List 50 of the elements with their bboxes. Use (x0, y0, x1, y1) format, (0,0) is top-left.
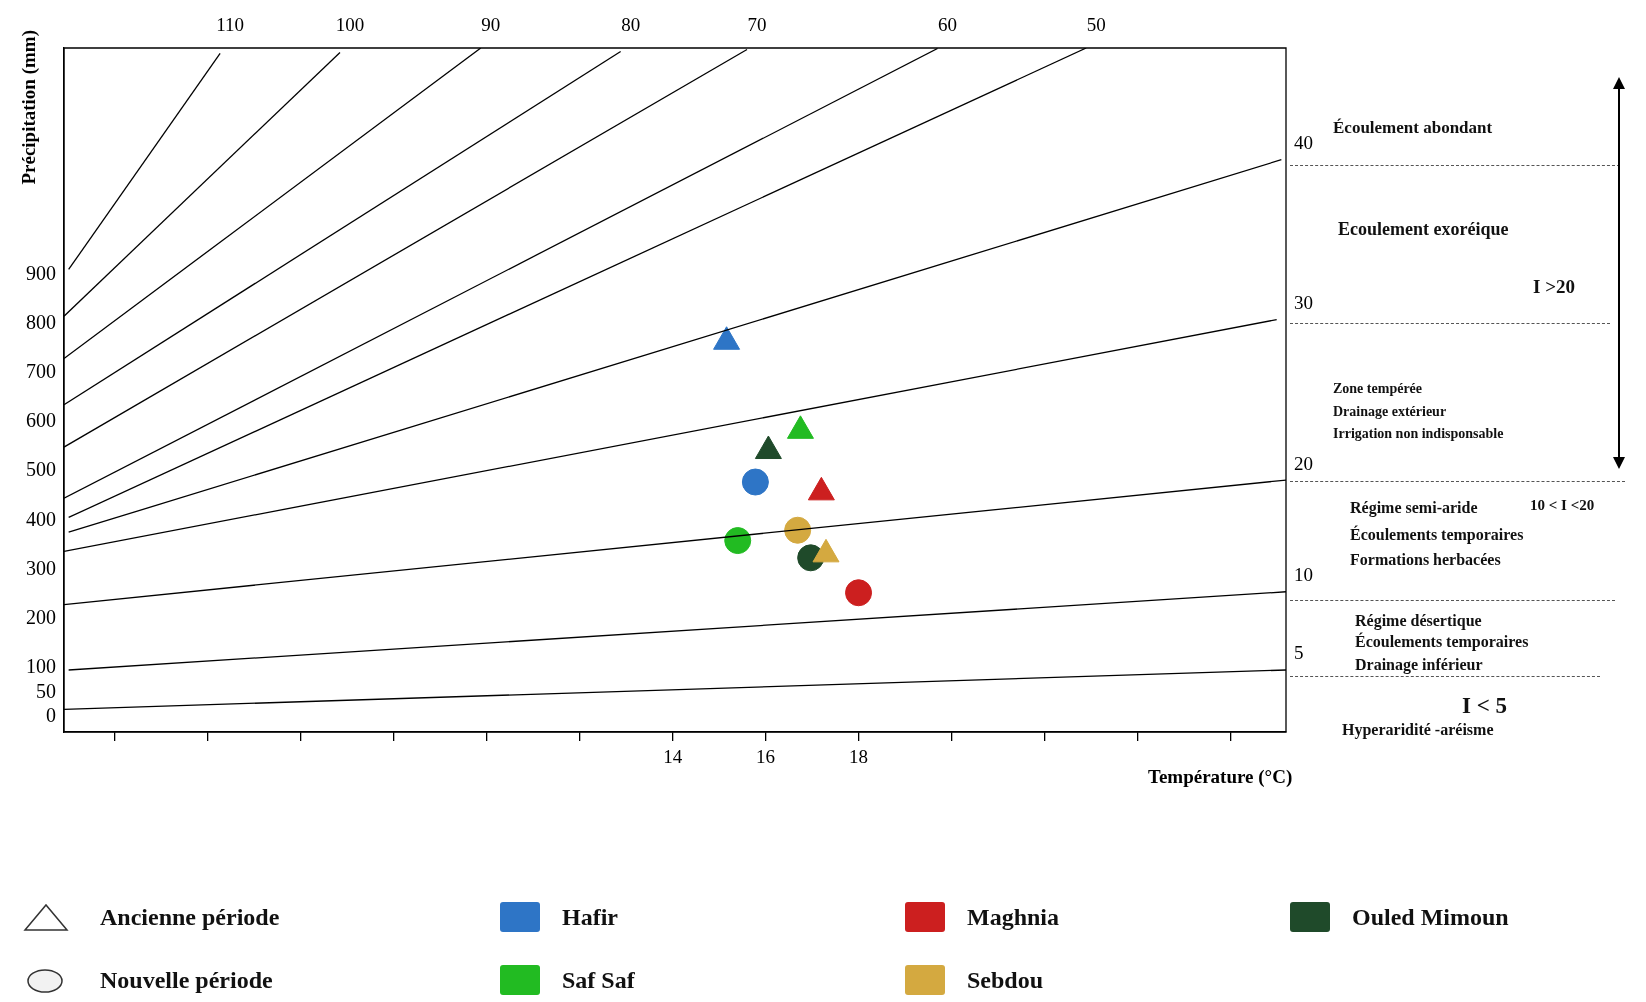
text: Drainage inférieur (1355, 656, 1483, 674)
text: Zone tempérée (1333, 381, 1423, 397)
text: Écoulements temporaires (1355, 633, 1529, 651)
text: 10 < I <20 (1530, 496, 1595, 514)
y-tick-label: 700 (26, 360, 56, 383)
series-label: 20 (1294, 452, 1313, 474)
series-label: 30 (1294, 292, 1313, 314)
y-tick-label: 0 (46, 704, 56, 727)
text: Hyperaridité -aréisme (1342, 721, 1494, 739)
series-label: 90 (481, 14, 501, 36)
y-tick-label: 400 (26, 507, 56, 530)
series-label: 70 (747, 14, 767, 36)
text: I < 5 (1462, 693, 1508, 719)
text: Régime désertique (1355, 612, 1482, 630)
text: Ecoulement exoréique (1338, 218, 1509, 240)
series-label: 110 (216, 14, 245, 36)
y-axis-title: Précipitation (mm) (18, 30, 40, 185)
y-tick-label: 800 (26, 310, 56, 333)
legend-label: Ouled Mimoun (1352, 903, 1509, 931)
series-label: 100 (335, 14, 365, 36)
text: Formations herbacées (1350, 551, 1501, 569)
text: Écoulements temporaires (1350, 526, 1524, 544)
text: Ancienne période (100, 903, 280, 931)
text: Drainage extérieur (1333, 404, 1447, 420)
x-axis-title: Température (°C) (1148, 766, 1293, 788)
series-label: 50 (1086, 14, 1106, 36)
x-tick-label: 16 (756, 746, 776, 768)
y-tick-label: 200 (26, 606, 56, 629)
legend-label: Hafir (562, 903, 618, 931)
y-tick-label: 900 (26, 261, 56, 284)
series-label: 5 (1294, 642, 1304, 664)
legend-label: Sebdou (967, 966, 1044, 994)
x-tick-label: 14 (663, 746, 683, 768)
y-tick-label: 300 (26, 556, 56, 579)
x-tick-label: 18 (849, 746, 869, 768)
series-label: 10 (1294, 564, 1313, 586)
y-tick-label: 100 (26, 655, 56, 678)
series-label: 60 (938, 14, 958, 36)
y-tick-label: 500 (26, 458, 56, 481)
text: I >20 (1533, 276, 1575, 298)
legend-label: Saf Saf (562, 966, 635, 994)
text: Irrigation non indisponsable (1333, 426, 1504, 442)
legend-label: Maghnia (967, 903, 1060, 931)
series-label: 40 (1294, 132, 1313, 154)
y-tick-label: 50 (36, 679, 56, 702)
text: Nouvelle période (100, 966, 273, 994)
series-label: 80 (621, 14, 641, 36)
text: Régime semi-aride (1350, 499, 1478, 517)
y-tick-label: 600 (26, 409, 56, 432)
text: Écoulement abondant (1333, 118, 1493, 138)
